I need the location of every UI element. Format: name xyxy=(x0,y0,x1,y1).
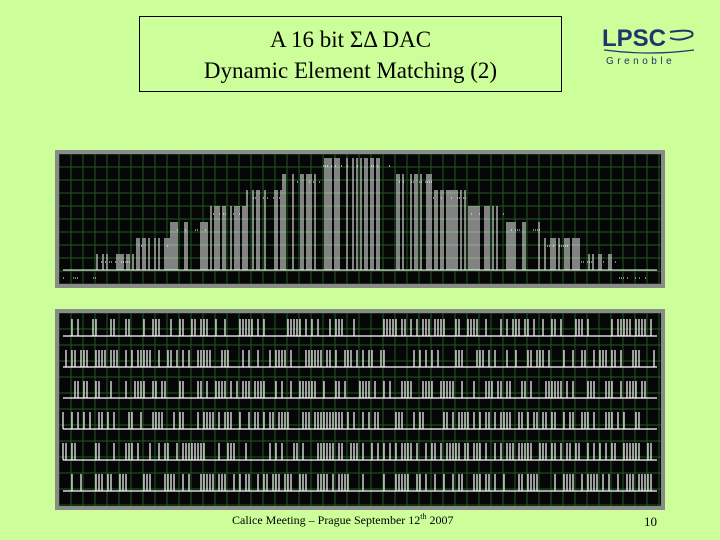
page-number: 10 xyxy=(644,514,657,529)
footer-sup: th xyxy=(420,512,427,521)
lpsc-logo-icon: LPSC Grenoble xyxy=(602,25,695,67)
lpsc-logo: LPSC Grenoble xyxy=(600,22,698,70)
oscilloscope-trace-bottom xyxy=(55,309,665,510)
slide-title-line2: Dynamic Element Matching (2) xyxy=(203,58,498,83)
slide-title-line1: A 16 bit ΣΔ DAC xyxy=(269,27,432,52)
footer-main: Calice Meeting – Prague September 12 xyxy=(232,513,421,527)
slide-title-box: A 16 bit ΣΔ DAC Dynamic Element Matching… xyxy=(139,16,562,92)
logo-text: LPSC xyxy=(602,25,666,52)
oscilloscope-trace-top xyxy=(55,150,665,288)
footer-text: Calice Meeting – Prague September 12th 2… xyxy=(232,512,454,528)
footer-year: 2007 xyxy=(426,513,454,527)
trace-bottom-plot xyxy=(59,313,661,506)
trace-top-plot xyxy=(59,154,661,284)
logo-subtext: Grenoble xyxy=(606,56,675,67)
